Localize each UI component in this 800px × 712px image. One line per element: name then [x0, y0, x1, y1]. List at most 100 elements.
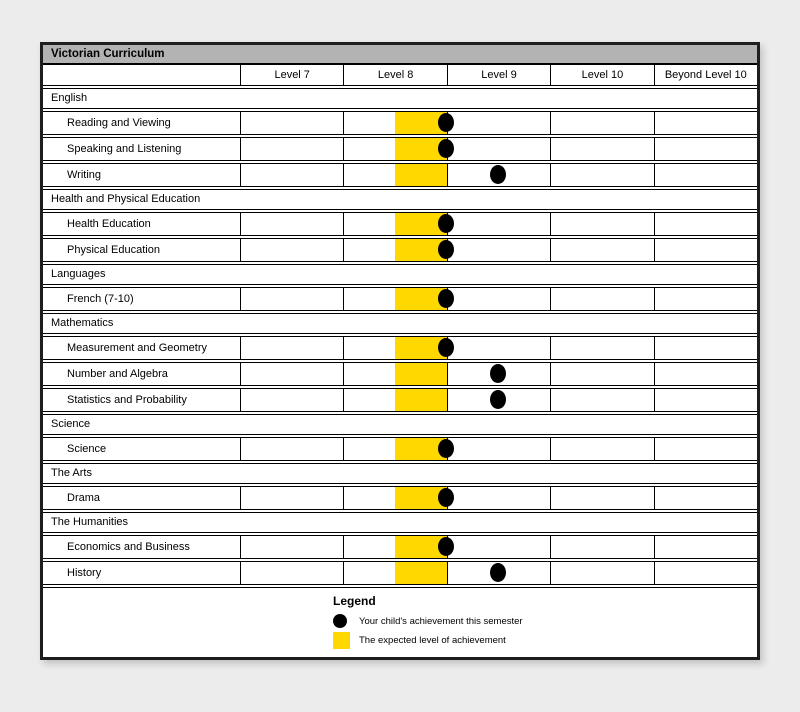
achievement-dot-icon [333, 614, 347, 628]
level-cell [446, 213, 550, 235]
section-row-languages: Languages [43, 264, 757, 285]
level-cell [343, 389, 446, 411]
level-cell [343, 337, 446, 359]
subject-row-number-and-algebra: Number and Algebra [43, 362, 757, 386]
section-row-mathematics: Mathematics [43, 313, 757, 334]
subject-row-history: History [43, 561, 757, 585]
column-header-level-7: Level 7 [240, 65, 343, 85]
level-cell [550, 213, 653, 235]
subject-label: Reading and Viewing [67, 117, 171, 129]
level-cell [240, 389, 343, 411]
subject-row-french-7-10: French (7-10) [43, 287, 757, 311]
level-cell [343, 536, 446, 558]
level-cell [653, 363, 757, 385]
subject-row-speaking-and-listening: Speaking and Listening [43, 137, 757, 161]
rows: English Reading and Viewing Speaking and L… [43, 86, 757, 585]
level-cell [343, 164, 446, 186]
level-cell [653, 213, 757, 235]
level-cell [550, 363, 653, 385]
level-cell [446, 138, 550, 160]
level-cell [550, 239, 653, 261]
legend: Legend Your child's achievement this sem… [43, 587, 757, 657]
level-cell [653, 562, 757, 584]
level-cell [446, 487, 550, 509]
section-row-the-humanities: The Humanities [43, 512, 757, 533]
subject-row-science: Science [43, 437, 757, 461]
column-header-level-10: Level 10 [550, 65, 653, 85]
level-cell [240, 363, 343, 385]
level-cell [343, 288, 446, 310]
level-cell [653, 337, 757, 359]
subject-row-measurement-and-geometry: Measurement and Geometry [43, 336, 757, 360]
report-title-bar: Victorian Curriculum [43, 45, 757, 65]
achievement-dot [438, 139, 454, 158]
subject-label: Statistics and Probability [67, 394, 187, 406]
subject-label: Science [67, 443, 107, 455]
subject-row-drama: Drama [43, 486, 757, 510]
achievement-dot [490, 364, 506, 383]
expected-level-band [395, 389, 448, 411]
level-cell [653, 112, 757, 134]
level-cell [550, 138, 653, 160]
legend-item-expected: The expected level of achievement [333, 632, 757, 649]
level-cell [550, 389, 653, 411]
level-cell [653, 438, 757, 460]
column-header-row: Level 7 Level 8 Level 9 Level 10 Beyond Leve… [43, 65, 757, 86]
level-cell [446, 288, 550, 310]
subject-label: Number and Algebra [67, 368, 168, 380]
expected-level-band [395, 562, 448, 584]
level-cell [446, 337, 550, 359]
level-cell [240, 112, 343, 134]
level-cell [240, 213, 343, 235]
level-cell [653, 239, 757, 261]
subject-row-reading-and-viewing: Reading and Viewing [43, 111, 757, 135]
level-cell [343, 363, 446, 385]
level-cell [653, 288, 757, 310]
subject-row-health-education: Health Education [43, 212, 757, 236]
section-row-english: English [43, 88, 757, 109]
column-header-beyond-level-10: Beyond Level 10 [653, 65, 757, 85]
subject-label: French (7-10) [67, 293, 134, 305]
achievement-dot [438, 289, 454, 308]
legend-title: Legend [333, 594, 376, 608]
level-cell [343, 438, 446, 460]
level-cell [446, 239, 550, 261]
report-panel: Victorian Curriculum Level 7 Level 8 Level… [40, 42, 760, 660]
achievement-dot [438, 214, 454, 233]
level-cell [240, 536, 343, 558]
level-cell [343, 562, 446, 584]
subject-row-economics-and-business: Economics and Business [43, 535, 757, 559]
expected-level-band [395, 363, 448, 385]
column-header-level-9: Level 9 [446, 65, 550, 85]
achievement-dot [490, 390, 506, 409]
level-cell [550, 438, 653, 460]
subject-label: Economics and Business [67, 541, 190, 553]
legend-marker-wrap [333, 614, 351, 628]
expected-level-band [395, 164, 448, 186]
level-cell [240, 562, 343, 584]
subject-label: Physical Education [67, 244, 160, 256]
level-cell [550, 487, 653, 509]
subject-label: History [67, 567, 102, 579]
subject-label: Measurement and Geometry [67, 342, 208, 354]
achievement-dot [490, 165, 506, 184]
subject-label: Drama [67, 492, 101, 504]
level-cell [343, 239, 446, 261]
level-cell [240, 487, 343, 509]
level-cell [343, 112, 446, 134]
level-cell [343, 138, 446, 160]
column-header-level-8: Level 8 [343, 65, 446, 85]
achievement-dot [438, 113, 454, 132]
level-cell [446, 438, 550, 460]
level-cell [446, 112, 550, 134]
level-cell [446, 536, 550, 558]
section-row-the-arts: The Arts [43, 463, 757, 484]
level-cell [343, 487, 446, 509]
level-cell [653, 389, 757, 411]
level-cell [240, 239, 343, 261]
legend-label-achievement: Your child's achievement this semester [359, 615, 523, 627]
level-cell [550, 112, 653, 134]
level-cell [653, 487, 757, 509]
level-cell [653, 536, 757, 558]
